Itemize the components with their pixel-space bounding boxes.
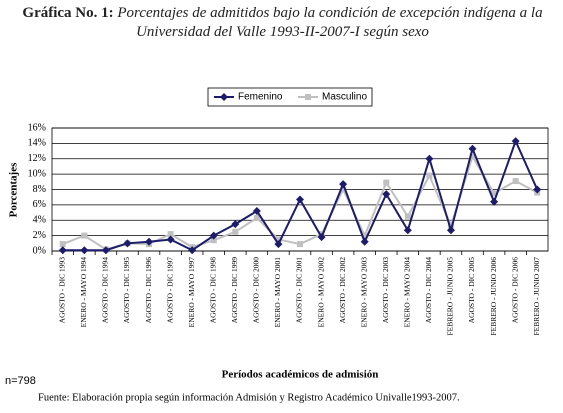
- point: [231, 220, 240, 229]
- point: [383, 179, 390, 186]
- point: [511, 137, 520, 146]
- y-tick-label: 14%: [28, 138, 46, 149]
- x-tick-label: AGOSTO - DIC 1995: [122, 257, 131, 324]
- y-tick-label: 8%: [33, 184, 46, 195]
- x-tick-label: AGOSTO - DIC 1998: [208, 257, 217, 324]
- x-tick-label: FEBRERO - JUNIO 2005: [446, 257, 455, 336]
- y-tick-label: 0%: [33, 245, 46, 256]
- point: [220, 93, 228, 101]
- point: [101, 246, 110, 255]
- title-label: Gráfica No. 1:: [22, 5, 114, 21]
- x-tick-label: FEBRERO - JUNIO 2007: [532, 257, 541, 336]
- point: [512, 178, 519, 185]
- point: [297, 241, 303, 248]
- note: n=798: [5, 375, 36, 387]
- x-tick-label: ENERO - MAYO 1997: [187, 257, 196, 328]
- x-tick-label: AGOSTO - DIC 1996: [144, 257, 153, 324]
- point: [209, 231, 218, 240]
- point: [468, 144, 477, 153]
- point: [296, 195, 304, 204]
- x-tick-label: AGOSTO - DIC 1999: [230, 257, 239, 324]
- y-tick-label: 10%: [28, 168, 46, 179]
- point: [447, 222, 454, 229]
- legend-label: Masculino: [322, 92, 367, 103]
- x-tick-label: AGOSTO - DIC 1997: [165, 257, 174, 324]
- y-tick-label: 16%: [28, 122, 46, 133]
- point: [80, 246, 89, 255]
- point: [253, 214, 260, 221]
- source: Fuente: Elaboración propia según informa…: [38, 392, 460, 403]
- y-tick-label: 6%: [33, 199, 46, 210]
- x-axis-label: Períodos académicos de admisión: [222, 369, 379, 381]
- point: [425, 154, 434, 163]
- plot-border: [51, 127, 549, 252]
- point: [533, 185, 542, 194]
- point: [340, 186, 347, 193]
- point: [81, 232, 88, 239]
- x-tick-label: ENERO - MAYO 2003: [359, 257, 368, 328]
- x-tick-label: FEBRERO - JUNIO 2006: [489, 257, 498, 336]
- point: [210, 237, 217, 244]
- x-tick-label: AGOSTO - DIC 2005: [467, 257, 476, 324]
- point: [403, 226, 412, 235]
- point: [59, 241, 66, 248]
- y-tick-label: 2%: [33, 230, 46, 241]
- point: [404, 213, 411, 220]
- y-axis-label: Porcentajes: [8, 162, 20, 217]
- point: [123, 239, 132, 248]
- point: [167, 231, 174, 238]
- x-tick-label: AGOSTO - DIC 2001: [295, 257, 304, 324]
- point: [232, 228, 239, 235]
- point: [275, 236, 282, 243]
- point: [360, 237, 369, 246]
- point: [305, 94, 311, 100]
- x-tick-label: AGOSTO - DIC 2000: [252, 257, 261, 324]
- point: [188, 246, 197, 255]
- legend-box: [207, 87, 373, 107]
- x-tick-label: AGOSTO - DIC 1994: [101, 257, 110, 324]
- point: [490, 197, 499, 206]
- point: [58, 246, 67, 255]
- x-tick-label: AGOSTO - DIC 2004: [424, 257, 433, 324]
- x-tick-label: ENERO - MAYO 2001: [273, 257, 282, 328]
- x-tick-label: AGOSTO - DIC 2006: [510, 257, 519, 324]
- chart-title: Gráfica No. 1: Porcentajes de admitidos …: [10, 4, 555, 42]
- legend-label: Femenino: [238, 92, 283, 103]
- point: [469, 153, 476, 160]
- point: [491, 190, 498, 197]
- x-tick-label: AGOSTO - DIC 2002: [338, 257, 347, 324]
- y-tick-label: 12%: [28, 153, 46, 164]
- x-tick-label: AGOSTO - DIC 1993: [58, 257, 67, 324]
- point: [252, 207, 261, 216]
- x-tick-label: ENERO - MAYO 2004: [403, 257, 412, 328]
- x-tick-label: ENERO - MAYO 2002: [316, 257, 325, 328]
- point: [274, 240, 283, 249]
- point: [166, 235, 175, 244]
- point: [361, 232, 368, 239]
- point: [382, 190, 391, 199]
- point: [446, 226, 455, 235]
- y-tick-label: 4%: [33, 215, 46, 226]
- point: [339, 180, 348, 189]
- point: [426, 172, 433, 179]
- x-tick-label: AGOSTO - DIC 2003: [381, 257, 390, 324]
- title-text: Porcentajes de admitidos bajo la condici…: [117, 5, 543, 40]
- x-tick-label: ENERO - MAYO 1994: [79, 257, 88, 328]
- point: [317, 233, 326, 242]
- point: [145, 237, 154, 246]
